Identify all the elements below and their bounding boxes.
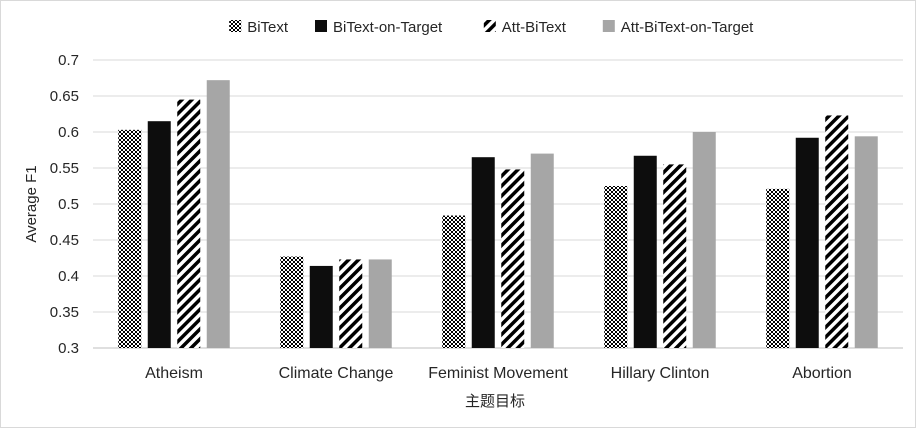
bar-bitext-atheism [118, 129, 142, 348]
bar-att-bitext-abortion [825, 115, 849, 348]
y-tick-label: 0.7 [58, 52, 79, 69]
bar-bitext-feminist-movement [442, 215, 466, 348]
x-axis-title: 主题目标 [465, 393, 525, 410]
bar-att-bitext-on-target-climate-change [368, 259, 392, 348]
y-tick-label: 0.5 [58, 196, 79, 213]
y-tick-label: 0.6 [58, 124, 79, 141]
bar-bitext-on-target-atheism [147, 121, 171, 348]
y-axis-title: Average F1 [23, 165, 40, 242]
x-tick-label: Feminist Movement [428, 365, 568, 382]
bar-bitext-abortion [766, 188, 790, 348]
bar-bitext-climate-change [280, 256, 304, 348]
legend-label: Att-BiText [502, 19, 567, 36]
bar-bitext-on-target-hillary-clinton [633, 155, 657, 348]
bar-bitext-hillary-clinton [604, 186, 628, 348]
legend-swatch [315, 20, 327, 32]
bar-att-bitext-climate-change [339, 259, 363, 348]
legend: BiText BiText-on-Target Att-BiText Att-BiTe… [229, 19, 754, 36]
y-tick-label: 0.55 [50, 160, 79, 177]
y-tick-label: 0.35 [50, 304, 79, 321]
bar-att-bitext-on-target-hillary-clinton [692, 132, 716, 348]
x-tick-label: Atheism [145, 365, 203, 382]
y-tick-label: 0.65 [50, 88, 79, 105]
y-tick-label: 0.3 [58, 340, 79, 357]
bar-att-bitext-on-target-atheism [206, 80, 230, 348]
bar-att-bitext-on-target-abortion [854, 136, 878, 348]
x-tick-labels: Atheism Climate Change Feminist Movement Hi… [145, 365, 852, 382]
legend-swatch [483, 20, 496, 32]
legend-swatch [602, 20, 615, 32]
legend-label: BiText [247, 19, 289, 36]
bar-att-bitext-on-target-feminist-movement [530, 153, 554, 348]
bar-bitext-on-target-climate-change [309, 265, 333, 348]
bar-bitext-on-target-abortion [795, 137, 819, 348]
y-tick-labels: 0.3 0.35 0.4 0.45 0.5 0.55 0.6 0.65 0.7 [50, 52, 79, 357]
y-tick-label: 0.45 [50, 232, 79, 249]
y-tick-label: 0.4 [58, 268, 79, 285]
bar-bitext-on-target-feminist-movement [471, 157, 495, 348]
x-tick-label: Abortion [792, 365, 852, 382]
bar-att-bitext-feminist-movement [501, 169, 525, 348]
x-tick-label: Hillary Clinton [611, 365, 710, 382]
bars [118, 80, 878, 348]
x-tick-label: Climate Change [279, 365, 394, 382]
legend-label: Att-BiText-on-Target [621, 19, 754, 36]
legend-label: BiText-on-Target [333, 19, 443, 36]
bar-att-bitext-atheism [177, 99, 201, 348]
bar-att-bitext-hillary-clinton [663, 164, 687, 348]
legend-swatch [229, 20, 242, 32]
